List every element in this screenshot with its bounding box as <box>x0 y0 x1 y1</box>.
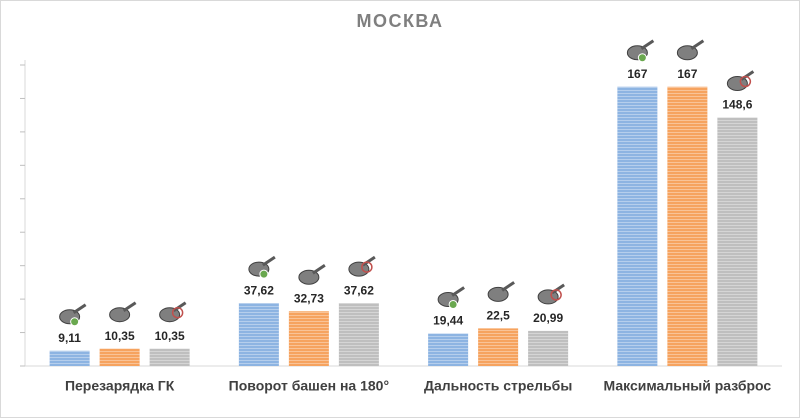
x-tick-label: Перезарядка ГК <box>65 378 175 394</box>
ship-icon-badge <box>70 317 80 327</box>
bar-texture <box>478 328 519 366</box>
x-tick-label: Поворот башен на 180° <box>229 378 389 394</box>
ship-icon-badge <box>739 75 752 88</box>
value-label: 9,11 <box>58 331 81 345</box>
value-label: 37,62 <box>344 283 374 297</box>
ship-icon-barrel <box>690 39 705 50</box>
ship-icon-barrel <box>551 283 565 295</box>
bar-texture <box>338 303 379 366</box>
value-label: 10,35 <box>155 329 185 343</box>
value-label: 167 <box>627 67 647 81</box>
ship-icon-badge <box>637 53 647 63</box>
ship-icon-badge <box>171 306 184 319</box>
bar-texture <box>428 333 469 366</box>
value-label: 37,62 <box>244 283 274 297</box>
bar-texture <box>99 348 140 366</box>
value-label: 167 <box>677 67 697 81</box>
ship-icon-barrel <box>362 255 376 267</box>
ship-icon-barrel <box>122 301 137 312</box>
x-tick-label: Максимальный разброс <box>604 378 772 394</box>
ship-icon-barrel <box>72 303 87 315</box>
bar-texture <box>238 303 279 366</box>
bar-texture <box>528 330 569 366</box>
bar-texture <box>717 117 758 366</box>
value-label: 19,44 <box>433 314 463 328</box>
ship-icon-barrel <box>312 264 326 275</box>
value-label: 148,6 <box>722 98 752 112</box>
value-label: 20,99 <box>533 311 563 325</box>
bar-texture <box>667 86 708 366</box>
ship-icon-barrel <box>501 281 515 292</box>
ship-icon-badge <box>550 289 562 301</box>
x-tick-label: Дальность стрельбы <box>424 378 572 394</box>
value-label: 32,73 <box>294 291 324 305</box>
chart-title: МОСКВА <box>356 11 443 31</box>
bar-texture <box>49 350 90 366</box>
ship-icon-barrel <box>640 39 655 50</box>
ship-icon-barrel <box>451 286 465 297</box>
ship-icon-barrel <box>172 301 187 312</box>
ship-icon-badge <box>259 269 269 279</box>
bar-texture <box>288 311 329 366</box>
value-label: 10,35 <box>105 329 135 343</box>
value-label: 22,5 <box>486 309 510 323</box>
ship-icon-barrel <box>740 70 755 81</box>
ship-icon-badge <box>448 299 458 309</box>
ship-icon-badge <box>361 261 373 273</box>
ship-icon-barrel <box>262 255 276 267</box>
bar-texture <box>149 348 190 366</box>
bar-texture <box>617 86 658 366</box>
